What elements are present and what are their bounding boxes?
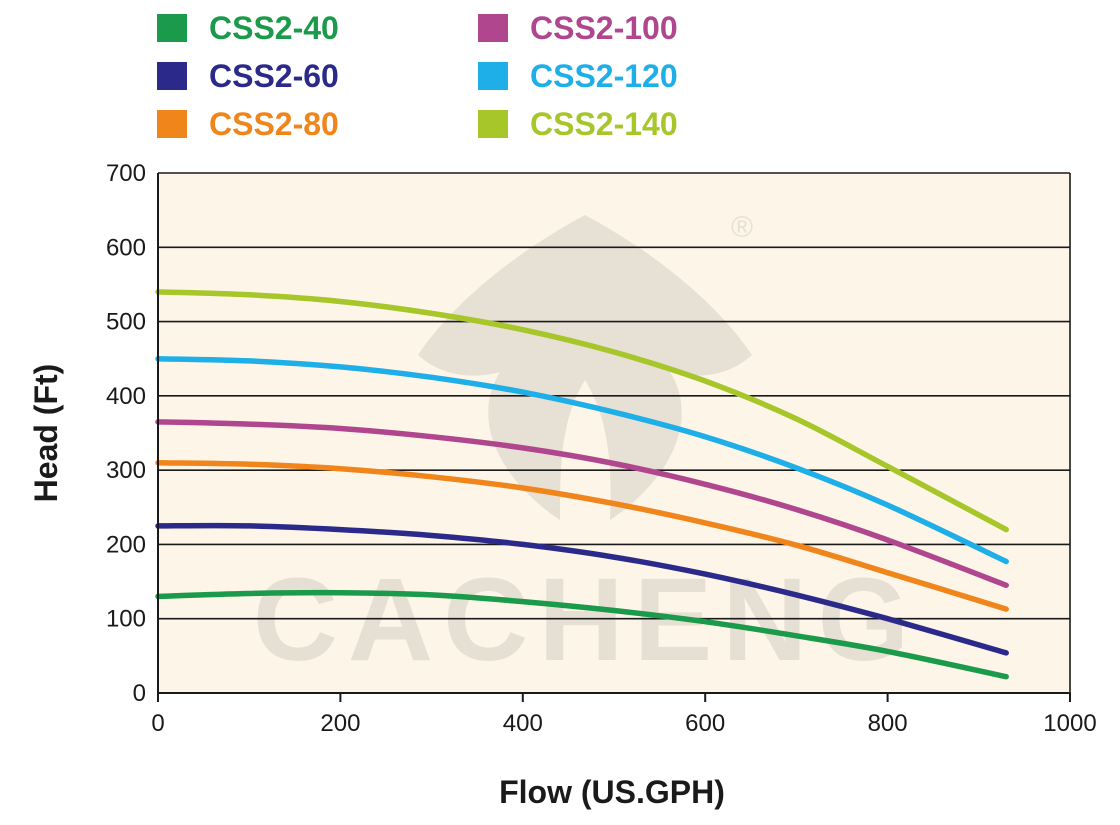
legend-label-css2-40: CSS2-40 xyxy=(209,10,339,46)
x-axis-title: Flow (US.GPH) xyxy=(499,774,725,810)
y-tick-label: 300 xyxy=(106,457,146,484)
y-tick-label: 400 xyxy=(106,383,146,410)
plot-area: CACHENG ® xyxy=(155,172,1070,693)
y-tick-label: 600 xyxy=(106,234,146,261)
y-tick-label: 200 xyxy=(106,531,146,558)
legend-swatch-css2-40 xyxy=(157,14,187,42)
axes: Flow (US.GPH) Head (Ft) 0 100 200 300 400 500… xyxy=(28,160,1097,810)
series-line-css2-80 xyxy=(155,459,1009,612)
series-line-css2-60 xyxy=(155,522,1009,656)
legend-swatch-css2-80 xyxy=(157,110,187,138)
y-tick-label: 0 xyxy=(133,680,146,707)
y-tick-label: 700 xyxy=(106,160,146,187)
legend-label-css2-120: CSS2-120 xyxy=(530,58,678,94)
x-tick-label: 400 xyxy=(503,710,543,737)
x-tick-label: 1000 xyxy=(1043,710,1096,737)
series-line-css2-40 xyxy=(155,589,1009,680)
legend-swatch-css2-60 xyxy=(157,62,187,90)
legend: CSS2-40 CSS2-60 CSS2-80 CSS2-100 CSS2-120 CSS… xyxy=(157,10,678,142)
y-tick-label: 500 xyxy=(106,309,146,336)
series-line-css2-100 xyxy=(155,419,1009,589)
x-tick-label: 0 xyxy=(151,710,164,737)
watermark-registered-mark: ® xyxy=(731,211,753,244)
y-axis-title: Head (Ft) xyxy=(28,364,64,503)
plot-background xyxy=(158,173,1070,693)
watermark-text: CACHENG xyxy=(253,554,920,686)
x-tick-label: 600 xyxy=(685,710,725,737)
legend-label-css2-140: CSS2-140 xyxy=(530,106,678,142)
legend-label-css2-100: CSS2-100 xyxy=(530,10,678,46)
x-tick-label: 200 xyxy=(320,710,360,737)
legend-swatch-css2-100 xyxy=(478,14,508,42)
series-line-css2-140 xyxy=(155,289,1009,533)
y-tick-label: 100 xyxy=(106,606,146,633)
legend-label-css2-60: CSS2-60 xyxy=(209,58,339,94)
legend-label-css2-80: CSS2-80 xyxy=(209,106,339,142)
legend-swatch-css2-140 xyxy=(478,110,508,138)
x-tick-label: 800 xyxy=(868,710,908,737)
series-line-css2-120 xyxy=(155,355,1009,565)
legend-swatch-css2-120 xyxy=(478,62,508,90)
